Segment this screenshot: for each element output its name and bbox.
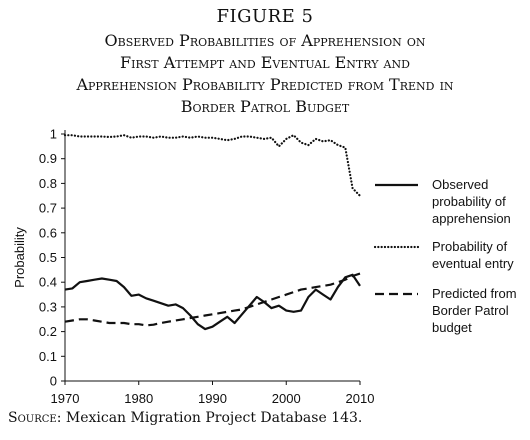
source-text: Mexican Migration Project Database 143. [65,410,363,426]
y-tick-label: 0.2 [39,324,57,339]
y-tick-label: 1 [50,127,57,142]
x-tick-label: 1980 [124,391,153,406]
x-tick-label: 1970 [51,391,80,406]
y-tick-label: 0.6 [39,225,57,240]
figure-title: Observed Probabilities of Apprehension o… [10,30,520,118]
y-tick-label: 0.4 [39,275,57,290]
source-label: Source: [8,410,62,426]
y-tick-label: 0.8 [39,176,57,191]
source-note: Source: Mexican Migration Project Databa… [8,410,362,426]
legend-label: eventual entry [432,256,514,271]
y-tick-label: 0 [50,374,57,389]
y-tick-label: 0.7 [39,201,57,216]
y-tick-label: 0.3 [39,299,57,314]
title-line-1: Observed Probabilities of Apprehension o… [104,31,426,50]
legend-label: apprehension [432,211,511,226]
y-tick-label: 0.9 [39,151,57,166]
legend-label: probability of [432,194,506,209]
y-tick-label: 0.1 [39,349,57,364]
y-tick-label: 0.5 [39,250,57,265]
title-line-2: First Attempt and Eventual Entry and [120,53,410,72]
series-line-solid [64,273,361,331]
x-tick-label: 2000 [272,391,301,406]
title-line-4: Border Patrol Budget [180,97,350,116]
legend-label: Predicted from [432,286,517,301]
legend-label: Border Patrol [432,303,509,318]
series-line-dashed [64,272,361,327]
x-tick-label: 2010 [346,391,375,406]
y-axis-label: Probability [12,227,27,288]
x-tick-label: 1990 [198,391,227,406]
title-line-3: Apprehension Probability Predicted from … [76,75,454,94]
legend-label: Probability of [432,239,508,254]
figure-label: FIGURE 5 [216,6,314,27]
series-line-dotted [63,134,362,197]
legend-label: budget [432,320,472,335]
legend-label: Observed [432,177,488,192]
